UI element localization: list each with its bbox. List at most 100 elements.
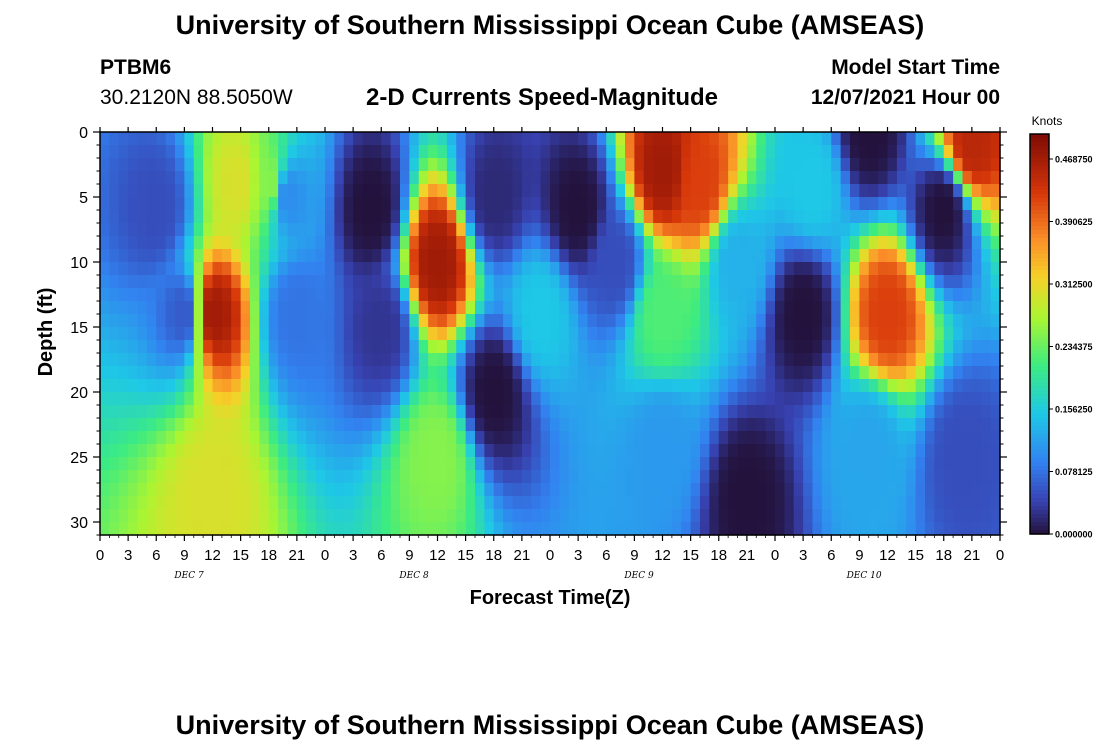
- colorbar-segment: [1030, 450, 1049, 455]
- heatmap-cell: [437, 275, 448, 289]
- heatmap-cell: [690, 522, 701, 536]
- heatmap-cell: [521, 184, 532, 198]
- heatmap-cell: [465, 249, 476, 263]
- heatmap-cell: [175, 470, 185, 484]
- heatmap-cell: [896, 379, 907, 393]
- heatmap-cell: [709, 444, 720, 458]
- heatmap-cell: [653, 223, 664, 237]
- heatmap-cell: [465, 314, 476, 328]
- heatmap-cell: [784, 405, 795, 419]
- heatmap-cell: [409, 314, 420, 328]
- heatmap-cell: [859, 353, 870, 367]
- heatmap-cell: [100, 288, 110, 302]
- heatmap-cell: [915, 353, 926, 367]
- heatmap-cell: [362, 327, 373, 341]
- heatmap-cell: [990, 158, 1001, 172]
- heatmap-cell: [596, 470, 607, 484]
- heatmap-cell: [437, 249, 448, 263]
- heatmap-cell: [278, 340, 289, 354]
- heatmap-cell: [362, 522, 373, 536]
- heatmap-cell: [728, 405, 739, 419]
- heatmap-cell: [165, 223, 176, 237]
- heatmap-cell: [981, 418, 992, 432]
- heatmap-cell: [550, 301, 560, 315]
- heatmap-cell: [606, 301, 617, 315]
- heatmap-cell: [700, 496, 710, 510]
- heatmap-cell: [906, 392, 917, 406]
- heatmap-cell: [568, 184, 579, 198]
- heatmap-cell: [634, 262, 645, 276]
- heatmap-cell: [634, 457, 645, 471]
- heatmap-cell: [943, 236, 954, 250]
- heatmap-cell: [756, 379, 767, 393]
- heatmap-cell: [850, 301, 860, 315]
- heatmap-cell: [381, 457, 392, 471]
- heatmap-cell: [362, 457, 373, 471]
- heatmap-cell: [812, 327, 823, 341]
- heatmap-cell: [718, 444, 729, 458]
- heatmap-cell: [146, 457, 157, 471]
- heatmap-cell: [456, 340, 467, 354]
- x-tick-label: 9: [180, 547, 188, 564]
- heatmap-cell: [493, 470, 504, 484]
- heatmap-cell: [353, 301, 364, 315]
- heatmap-cell: [456, 353, 467, 367]
- heatmap-cell: [371, 392, 382, 406]
- heatmap-cell: [690, 236, 701, 250]
- heatmap-cell: [456, 444, 467, 458]
- heatmap-cell: [231, 223, 242, 237]
- heatmap-cell: [690, 158, 701, 172]
- heatmap-cell: [175, 262, 185, 276]
- heatmap-cell: [165, 418, 176, 432]
- heatmap-cell: [193, 171, 204, 185]
- heatmap-cell: [840, 418, 851, 432]
- heatmap-cell: [193, 379, 204, 393]
- heatmap-cell: [568, 236, 579, 250]
- heatmap-cell: [643, 353, 654, 367]
- heatmap-cell: [371, 379, 382, 393]
- heatmap-cell: [212, 327, 223, 341]
- heatmap-cell: [118, 392, 129, 406]
- heatmap-cell: [962, 392, 973, 406]
- heatmap-cell: [859, 483, 870, 497]
- heatmap-cell: [812, 509, 823, 523]
- heatmap-cell: [315, 353, 326, 367]
- heatmap-cell: [990, 522, 1001, 536]
- heatmap-cell: [437, 223, 448, 237]
- heatmap-cell: [578, 392, 589, 406]
- heatmap-cell: [100, 392, 110, 406]
- heatmap-cell: [409, 262, 420, 276]
- heatmap-cell: [231, 392, 242, 406]
- heatmap-cell: [756, 444, 767, 458]
- heatmap-cell: [409, 379, 420, 393]
- heatmap-cell: [381, 327, 392, 341]
- heatmap-cell: [821, 249, 832, 263]
- heatmap-cell: [925, 249, 935, 263]
- heatmap-cell: [353, 470, 364, 484]
- heatmap-cell: [287, 470, 298, 484]
- heatmap-cell: [784, 483, 795, 497]
- heatmap-cell: [653, 132, 664, 146]
- heatmap-cell: [934, 145, 945, 159]
- heatmap-cell: [231, 249, 242, 263]
- heatmap-cell: [221, 392, 232, 406]
- heatmap-cell: [625, 275, 635, 289]
- heatmap-cell: [296, 301, 307, 315]
- heatmap-cell: [746, 405, 757, 419]
- heatmap-cell: [943, 405, 954, 419]
- heatmap-cell: [915, 301, 926, 315]
- heatmap-cell: [756, 522, 767, 536]
- heatmap-cell: [709, 275, 720, 289]
- heatmap-cell: [100, 457, 110, 471]
- heatmap-cell: [568, 392, 579, 406]
- heatmap-cell: [559, 418, 570, 432]
- heatmap-cell: [859, 301, 870, 315]
- colorbar-segment: [1030, 366, 1049, 371]
- x-tick-label: 3: [349, 547, 357, 564]
- heatmap-cell: [465, 470, 476, 484]
- heatmap-cell: [175, 223, 185, 237]
- heatmap-cell: [240, 340, 251, 354]
- heatmap-cell: [146, 262, 157, 276]
- heatmap-cell: [934, 483, 945, 497]
